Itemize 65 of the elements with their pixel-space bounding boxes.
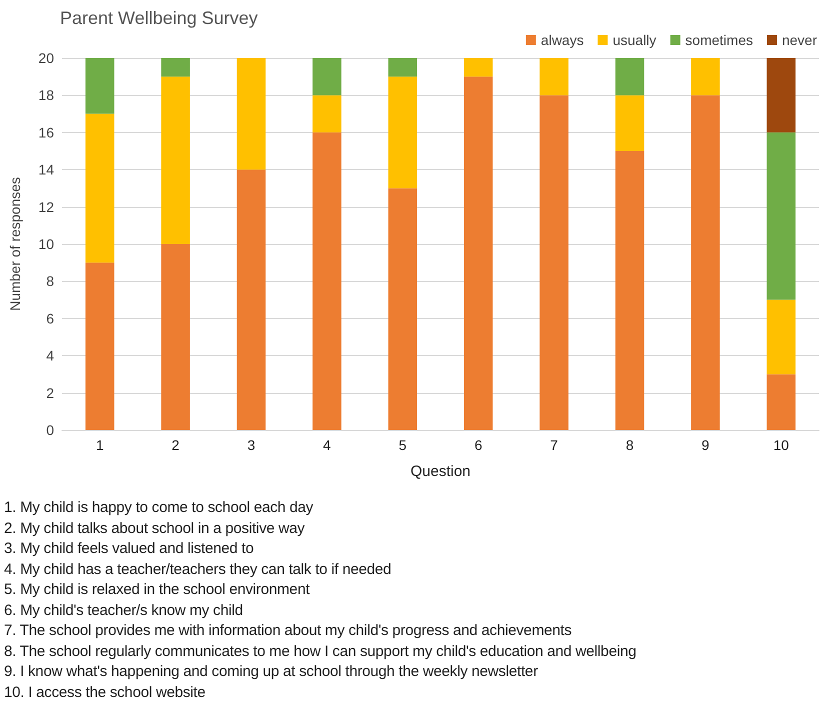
x-axis-title: Question	[410, 463, 471, 480]
bar	[766, 58, 796, 132]
bar	[312, 132, 342, 430]
x-tick-label: 9	[702, 437, 710, 453]
text: 1. My child is happy to come to school each day	[4, 498, 314, 518]
y-tick-label: 4	[46, 348, 54, 364]
x-tick-label: 6	[474, 437, 482, 453]
text: 3. My child feels valued and listened to	[4, 539, 255, 559]
y-tick-label: 16	[38, 124, 54, 140]
text: 9. I know what's happening and coming up at school through the weekly newsletter	[4, 662, 539, 682]
bar	[464, 76, 493, 430]
y-tick-label: 12	[38, 198, 54, 215]
bar	[388, 58, 418, 77]
text: 10. I access the school website	[4, 682, 206, 702]
x-tick-label: 2	[172, 437, 180, 453]
y-tick-label: 8	[46, 273, 54, 290]
bar	[615, 58, 644, 96]
bar	[236, 58, 266, 170]
y-tick-label: 18	[38, 87, 54, 104]
text: 2. My child talks about school in a positive way	[4, 518, 306, 538]
legend-label: sometimes	[685, 32, 753, 48]
bar	[766, 300, 796, 374]
bar	[85, 262, 114, 430]
bar	[691, 58, 720, 96]
legend-label: always	[540, 32, 584, 48]
y-tick-label: 10	[38, 236, 54, 252]
x-tick-label: 10	[773, 437, 790, 453]
x-tick-label: 8	[626, 437, 634, 453]
bar	[85, 58, 114, 114]
bar	[312, 95, 342, 132]
bar	[540, 58, 568, 96]
legend-label: usually	[612, 32, 656, 48]
x-tick-label: 3	[247, 437, 256, 453]
text: 4. My child has a teacher/teachers they can talk to if needed	[4, 560, 392, 580]
y-axis-title: Number of responses	[7, 177, 23, 311]
bar	[766, 132, 796, 300]
bar	[615, 151, 644, 430]
bar	[161, 58, 190, 77]
y-tick-label: 20	[38, 50, 54, 66]
bar	[85, 114, 114, 263]
bar	[236, 170, 266, 430]
x-tick-label: 1	[96, 437, 104, 453]
bar	[388, 188, 418, 430]
x-tick-label: 7	[550, 437, 558, 453]
bar	[691, 95, 720, 430]
chart-title: Parent Wellbeing Survey	[60, 8, 258, 28]
y-tick-label: 0	[46, 422, 54, 438]
x-tick-label: 4	[323, 437, 332, 453]
y-tick-label: 2	[46, 384, 54, 401]
bar	[161, 244, 190, 430]
bar	[540, 95, 568, 430]
bar	[615, 95, 644, 151]
bar	[161, 76, 190, 244]
bar	[388, 76, 418, 188]
text: 5. My child is relaxed in the school environment	[4, 580, 311, 600]
legend-label: never	[782, 32, 818, 48]
text: 6. My child's teacher/s know my child	[4, 600, 244, 620]
y-tick-label: 14	[38, 162, 54, 178]
bar	[464, 58, 493, 77]
text: 7. The school provides me with information about my child's progress and achievements	[4, 621, 573, 641]
x-tick-label: 5	[398, 437, 407, 453]
text: 8. The school regularly communicates to me how I can support my child's education and wellbeing	[4, 642, 638, 662]
bar	[766, 374, 796, 430]
bar	[312, 58, 342, 96]
y-tick-label: 6	[46, 310, 54, 326]
